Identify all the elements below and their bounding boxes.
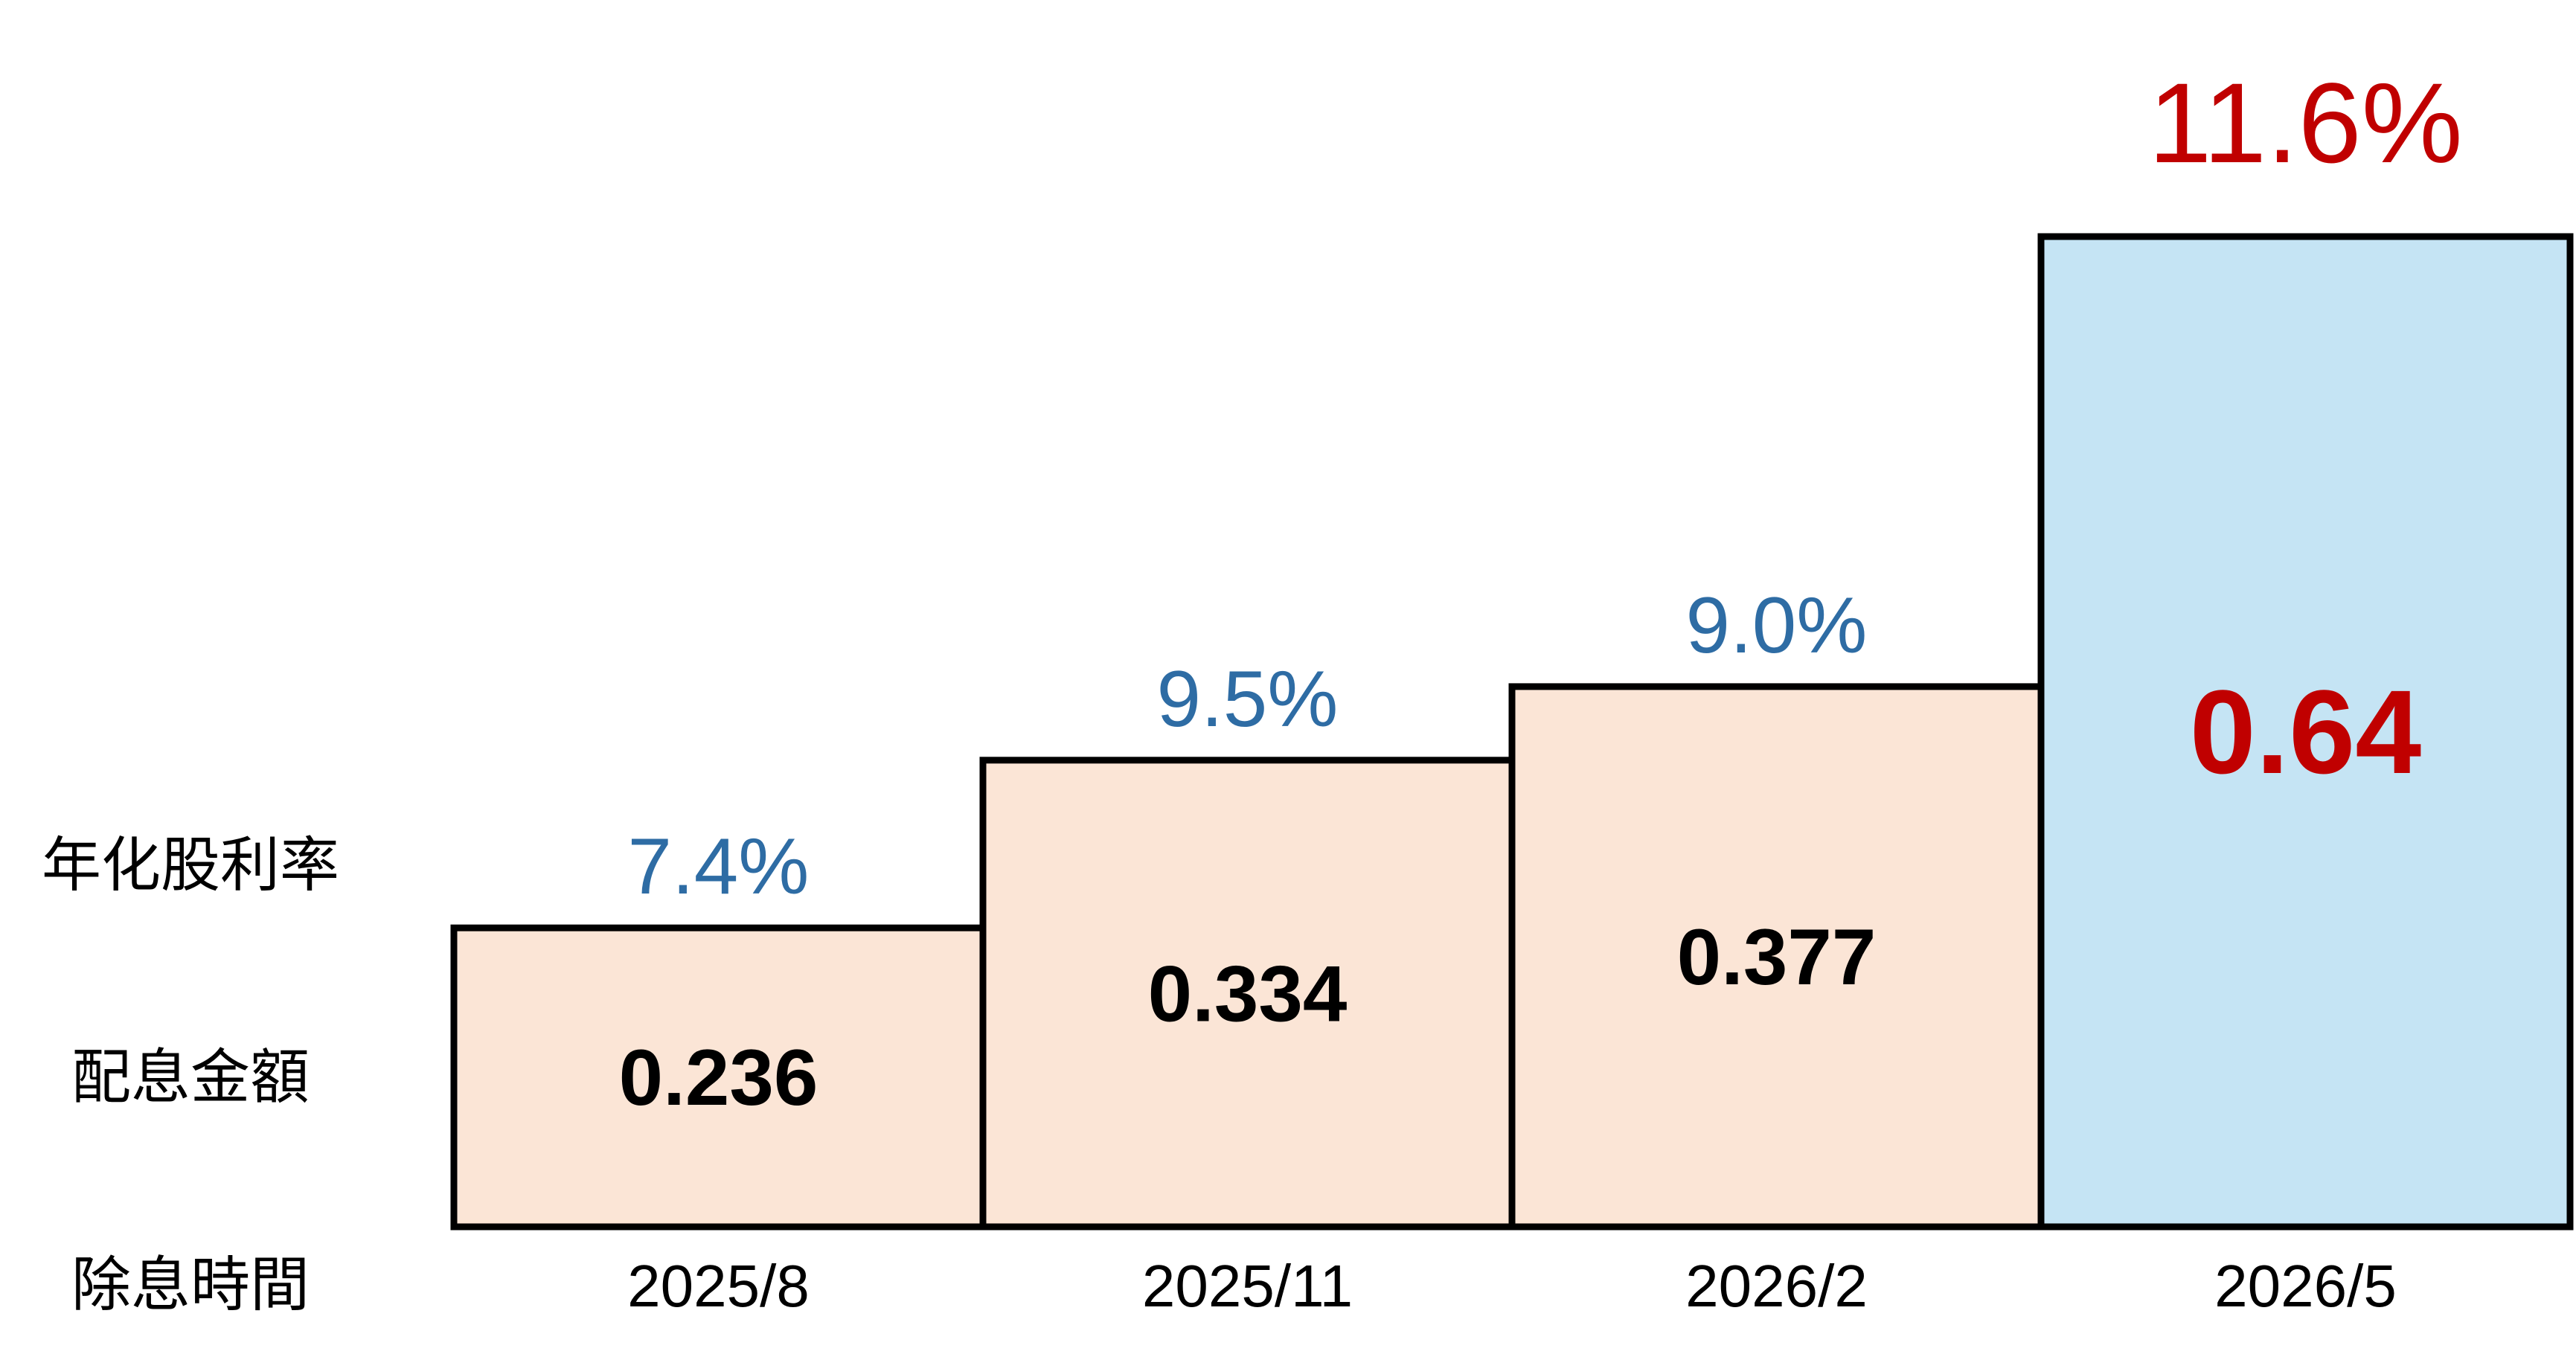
amount-label-2025-8: 0.236 [619, 1033, 818, 1122]
x-tick-label-2026-5: 2026/5 [2214, 1253, 2397, 1319]
row-label-ex-dividend-date: 除息時間 [71, 1251, 310, 1320]
yield-label-2026-5: 11.6% [2148, 60, 2462, 187]
row-labels: 年化股利率 配息金額 除息時間 [42, 831, 339, 1320]
amount-label-2025-11: 0.334 [1148, 949, 1348, 1038]
yield-label-2026-2: 9.0% [1686, 580, 1868, 670]
dividend-bar-2026-2 [1508, 683, 2045, 1231]
yield-label-2025-11: 9.5% [1157, 654, 1339, 743]
amount-label-2026-5: 0.64 [2190, 665, 2421, 798]
x-tick-label-2025-11: 2025/11 [1142, 1253, 1353, 1319]
yield-labels: 7.4% 9.5% 9.0% 11.6% [628, 60, 2463, 911]
dividend-bar-2026-5 [2037, 233, 2574, 1231]
amount-labels: 0.236 0.334 0.377 0.64 [619, 665, 2422, 1122]
row-label-dividend-amount: 配息金額 [71, 1043, 310, 1112]
amount-label-2026-2: 0.377 [1677, 912, 1877, 1001]
x-tick-labels: 2025/8 2025/11 2026/2 2026/5 [627, 1253, 2397, 1319]
x-tick-label-2025-8: 2025/8 [627, 1253, 810, 1319]
dividend-bar-2025-8 [450, 924, 987, 1231]
row-label-annual-yield: 年化股利率 [42, 831, 339, 900]
bars [450, 233, 2574, 1231]
dividend-bar-2025-11 [979, 757, 1516, 1231]
x-tick-label-2026-2: 2026/2 [1685, 1253, 1868, 1319]
yield-label-2025-8: 7.4% [628, 821, 810, 911]
